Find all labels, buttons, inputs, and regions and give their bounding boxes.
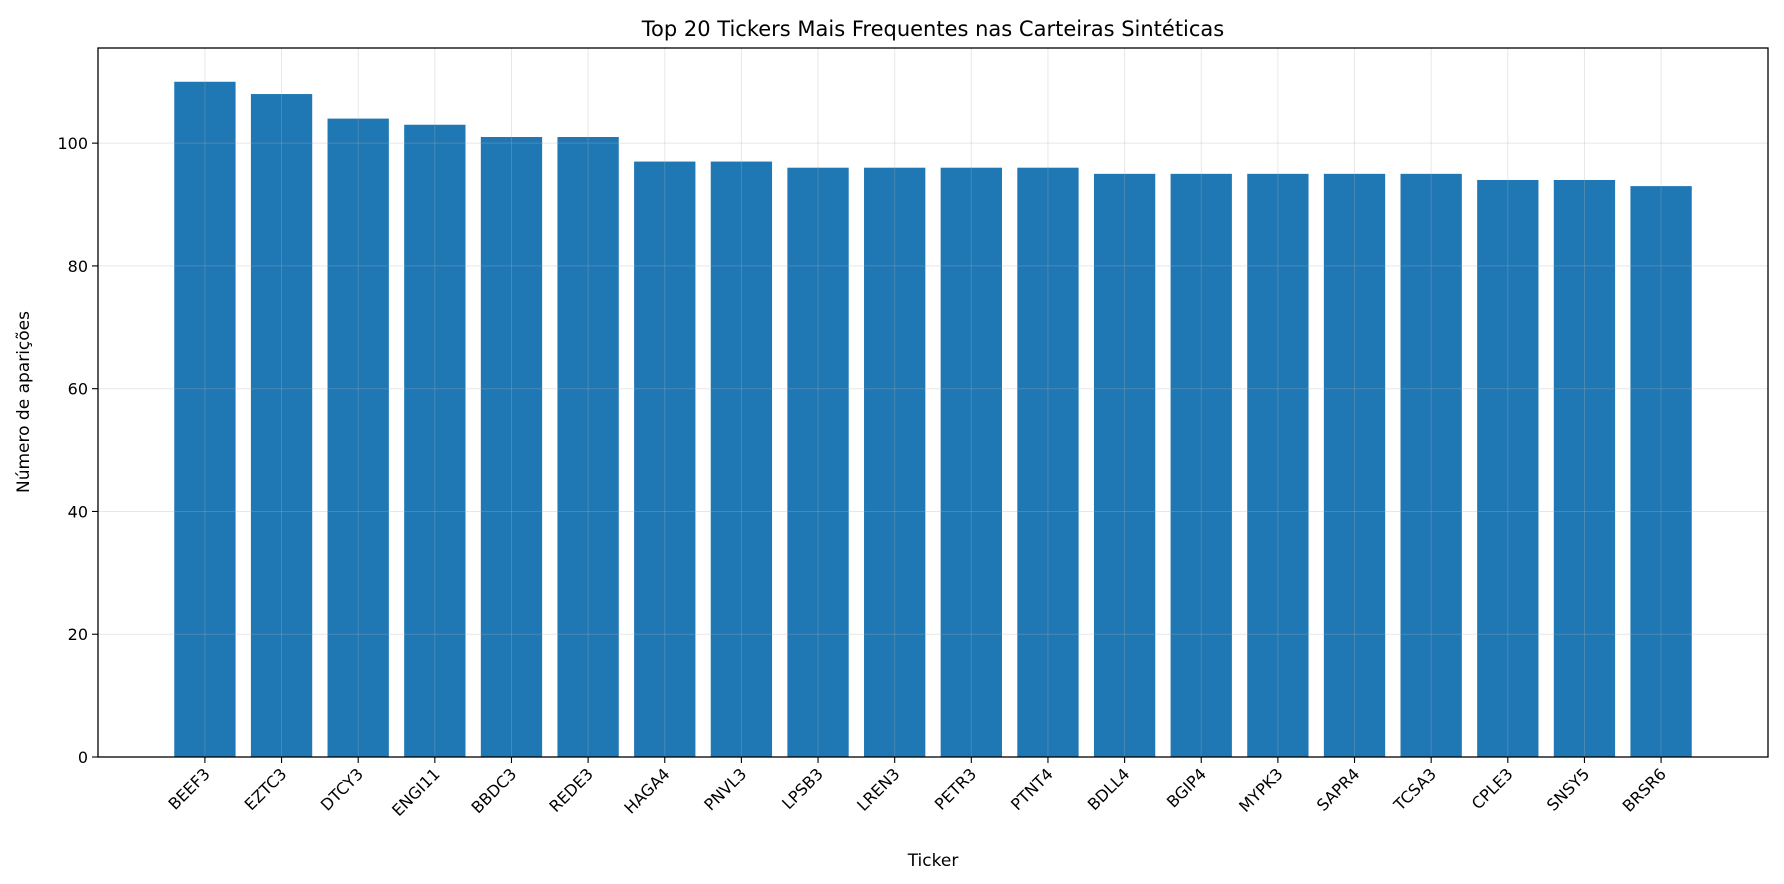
y-tick-label: 80 (68, 257, 88, 276)
y-axis-label: Número de aparições (14, 311, 34, 493)
y-tick-label: 40 (68, 502, 88, 521)
bar-PETR3 (940, 167, 1002, 757)
bar-BGIP4 (1170, 173, 1232, 757)
bar-DTCY3 (327, 118, 389, 757)
bar-TCSA3 (1400, 173, 1462, 757)
bar-BEEF3 (174, 81, 236, 757)
bar-HAGA4 (634, 161, 696, 758)
bar-EZTC3 (250, 94, 313, 758)
bar-LPSB3 (787, 167, 849, 757)
bar-LREN3 (864, 167, 926, 757)
plot-frame (97, 47, 1769, 758)
bar-SNSY5 (1553, 179, 1616, 758)
y-tick-label: 60 (68, 380, 88, 399)
chart-title: Top 20 Tickers Mais Frequentes nas Carte… (641, 17, 1225, 41)
y-tick-label: 100 (57, 134, 88, 153)
bar-CPLE3 (1477, 179, 1539, 758)
y-tick-label: 20 (68, 625, 88, 644)
bar-BDLL4 (1093, 173, 1156, 757)
y-tick-label: 0 (78, 748, 88, 767)
bar-ENGI11 (404, 124, 466, 758)
bar-MYPK3 (1247, 173, 1309, 757)
bar-SAPR4 (1323, 173, 1386, 757)
bar-PNVL3 (710, 161, 773, 758)
bar-REDE3 (557, 137, 619, 757)
bar-BRSR6 (1630, 186, 1692, 757)
bar-BBDC3 (480, 137, 543, 757)
x-axis-label: Ticker (907, 851, 959, 871)
bar-PTNT4 (1017, 167, 1079, 757)
